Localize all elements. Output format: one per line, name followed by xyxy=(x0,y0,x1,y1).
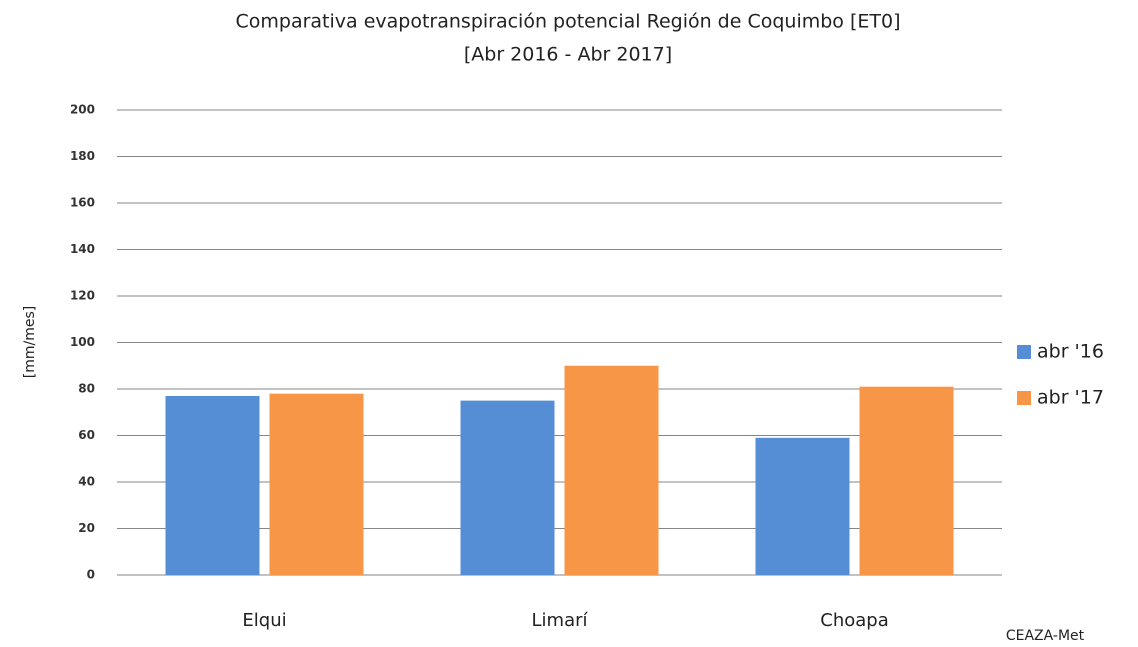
y-tick-label: 20 xyxy=(78,521,95,535)
bar xyxy=(165,395,260,575)
y-tick-label: 180 xyxy=(70,149,95,163)
bar xyxy=(269,393,364,575)
x-tick-label: Limarí xyxy=(532,610,589,631)
chart-title: Comparativa evapotranspiración potencial… xyxy=(236,11,901,33)
y-tick-label: 40 xyxy=(78,475,95,489)
y-tick-label: 160 xyxy=(70,196,95,210)
y-tick-label: 120 xyxy=(70,289,95,303)
bar xyxy=(859,386,954,575)
legend-swatch xyxy=(1017,345,1031,359)
x-tick-label: Choapa xyxy=(820,610,888,631)
y-axis-label: [mm/mes] xyxy=(22,306,38,378)
y-tick-label: 100 xyxy=(70,335,95,349)
bar xyxy=(755,437,850,575)
x-tick-label: Elqui xyxy=(242,610,286,631)
y-tick-label: 200 xyxy=(70,103,95,117)
y-tick-label: 60 xyxy=(78,428,95,442)
annotation: CEAZA-Met xyxy=(1006,628,1085,644)
chart-subtitle: [Abr 2016 - Abr 2017] xyxy=(464,44,672,66)
legend-label: abr '17 xyxy=(1037,387,1104,409)
legend-label: abr '16 xyxy=(1037,341,1104,363)
bar xyxy=(564,365,659,575)
y-tick-label: 0 xyxy=(87,568,95,582)
legend-swatch xyxy=(1017,391,1031,405)
bar xyxy=(460,400,555,575)
y-tick-label: 140 xyxy=(70,242,95,256)
y-tick-label: 80 xyxy=(78,382,95,396)
